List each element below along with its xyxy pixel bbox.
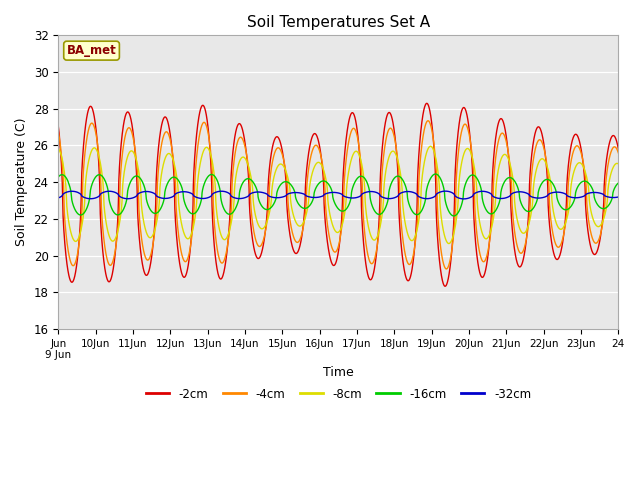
-8cm — [211, 176, 218, 182]
-16cm — [450, 213, 458, 219]
Text: BA_met: BA_met — [67, 44, 116, 57]
-4cm — [175, 230, 182, 236]
-8cm — [614, 161, 622, 167]
Title: Soil Temperatures Set A: Soil Temperatures Set A — [247, 15, 430, 30]
Legend: -2cm, -4cm, -8cm, -16cm, -32cm: -2cm, -4cm, -8cm, -16cm, -32cm — [141, 383, 536, 405]
-32cm — [614, 194, 622, 200]
Y-axis label: Soil Temperature (C): Soil Temperature (C) — [15, 118, 28, 246]
-32cm — [442, 188, 449, 194]
-16cm — [614, 180, 622, 186]
-2cm — [562, 216, 570, 221]
-32cm — [562, 191, 570, 197]
-2cm — [393, 155, 401, 160]
-2cm — [614, 146, 622, 152]
-32cm — [403, 189, 411, 194]
-8cm — [614, 161, 622, 167]
-16cm — [431, 171, 439, 177]
-2cm — [54, 123, 62, 129]
-4cm — [393, 150, 401, 156]
-8cm — [427, 144, 435, 149]
Line: -16cm: -16cm — [58, 174, 618, 216]
X-axis label: Time: Time — [323, 366, 354, 379]
-32cm — [614, 194, 622, 200]
-4cm — [403, 257, 411, 263]
-8cm — [403, 228, 411, 233]
Line: -4cm: -4cm — [58, 121, 618, 269]
-16cm — [393, 173, 401, 179]
-16cm — [175, 177, 182, 183]
-16cm — [562, 207, 570, 213]
-2cm — [175, 251, 182, 256]
-8cm — [393, 155, 401, 160]
-2cm — [403, 276, 411, 282]
-16cm — [211, 173, 218, 179]
-4cm — [54, 129, 62, 135]
-2cm — [614, 145, 622, 151]
-4cm — [562, 221, 570, 227]
-32cm — [175, 190, 182, 195]
-4cm — [614, 150, 622, 156]
-4cm — [424, 118, 432, 124]
-8cm — [445, 240, 452, 246]
-32cm — [54, 195, 62, 201]
-16cm — [403, 188, 411, 193]
-32cm — [393, 194, 401, 200]
-2cm — [423, 100, 431, 106]
-4cm — [211, 224, 218, 230]
Line: -2cm: -2cm — [58, 103, 618, 286]
-8cm — [54, 145, 62, 151]
-2cm — [442, 283, 449, 289]
Line: -32cm: -32cm — [58, 191, 618, 199]
Line: -8cm: -8cm — [58, 146, 618, 243]
-8cm — [562, 220, 570, 226]
-4cm — [614, 150, 622, 156]
-8cm — [175, 192, 182, 198]
-4cm — [443, 266, 451, 272]
-2cm — [211, 247, 218, 253]
-16cm — [614, 180, 622, 186]
-32cm — [211, 190, 218, 195]
-32cm — [460, 196, 468, 202]
-16cm — [54, 174, 62, 180]
